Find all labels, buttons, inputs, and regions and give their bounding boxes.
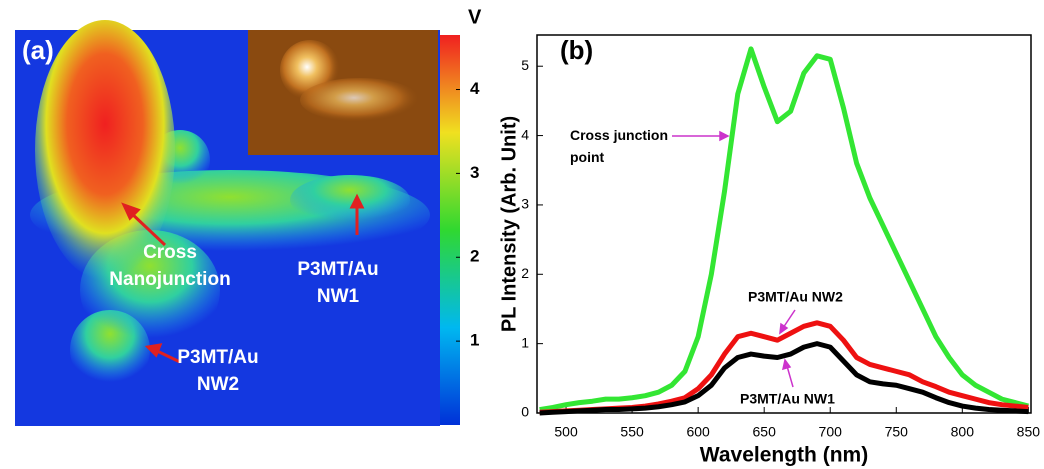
y-tick-label: 0 [521,404,529,420]
y-tick-label: 5 [521,57,529,73]
panel-label: (b) [560,35,593,65]
x-tick-label: 600 [686,424,710,440]
series-label: P3MT/Au NW1 [740,391,835,407]
arrows [672,132,795,387]
x-tick-label: 700 [819,424,843,440]
x-tick-label: 650 [753,424,777,440]
colorbar-tick-label: 3 [470,163,479,182]
y-axis-label: PL Intensity (Arb. Unit) [498,116,520,332]
x-tick-label: 500 [554,424,578,440]
annotation: NW2 [197,374,239,395]
colorbar-tick-label: 2 [470,247,479,266]
annotation: P3MT/Au [177,347,258,368]
y-tick-label: 1 [521,334,529,350]
inset-spot [300,78,420,122]
ridge [290,175,410,225]
x-tick-label: 850 [1017,424,1041,440]
x-tick-label: 750 [885,424,909,440]
y-tick-label: 2 [521,265,529,281]
annotation: P3MT/Au [297,259,378,280]
colorbar-tick-label: 1 [470,331,479,350]
panel-label: (a) [22,35,54,65]
figure: (a) V 1 2 3 4 Cross Nanojunction P3MT/Au NW1 P3MT/… [0,0,1044,469]
y-tick-label: 4 [521,126,529,142]
series-label: P3MT/Au NW2 [748,289,843,305]
x-tick-label: 800 [951,424,975,440]
annotation: NW1 [317,286,360,307]
annotation: Cross [143,242,197,263]
x-tick-label: 550 [620,424,644,440]
annotation: Nanojunction [109,269,230,290]
peak [35,20,175,280]
colorbar-tick-label: 4 [470,79,480,98]
y-tick-label: 3 [521,196,529,212]
x-axis-label: Wavelength (nm) [700,444,868,467]
colorbar [440,35,460,425]
colorbar-label: V [468,6,482,28]
